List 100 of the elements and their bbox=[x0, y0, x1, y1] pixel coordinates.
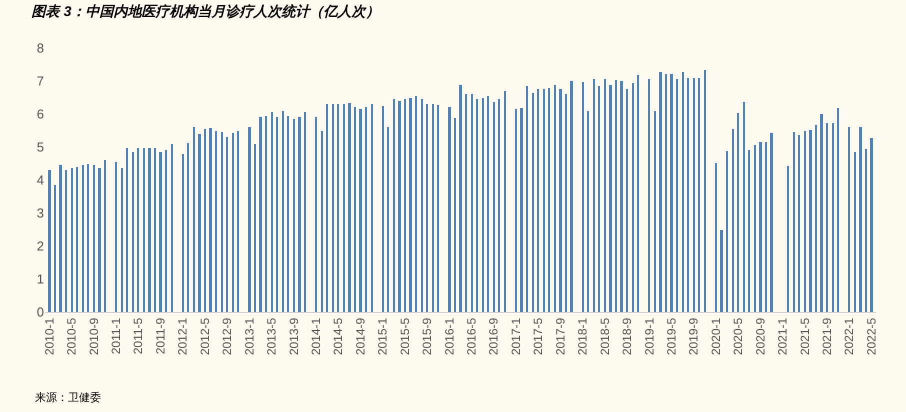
bar bbox=[437, 105, 439, 312]
bar bbox=[209, 128, 212, 312]
bar bbox=[848, 127, 850, 312]
bar bbox=[793, 132, 795, 312]
bar bbox=[770, 133, 773, 312]
x-tick-label: 2017-1 bbox=[508, 317, 523, 356]
bar bbox=[48, 170, 51, 312]
bar bbox=[476, 99, 478, 312]
bar bbox=[620, 81, 623, 312]
bar bbox=[682, 72, 684, 312]
bar bbox=[859, 127, 862, 312]
bar bbox=[365, 107, 367, 312]
bar bbox=[570, 81, 573, 312]
bar bbox=[698, 78, 700, 312]
bar bbox=[865, 149, 867, 312]
x-tick-label: 2016-5 bbox=[464, 317, 479, 356]
bar bbox=[165, 150, 167, 312]
bar bbox=[504, 91, 506, 312]
bar bbox=[615, 80, 617, 312]
bar bbox=[226, 137, 228, 312]
bar bbox=[526, 86, 528, 312]
y-tick-label: 4 bbox=[36, 172, 44, 188]
bar bbox=[76, 167, 78, 312]
bar bbox=[548, 88, 550, 312]
bar bbox=[604, 79, 606, 312]
bar bbox=[293, 119, 295, 312]
bar bbox=[426, 104, 428, 312]
bar bbox=[371, 104, 373, 312]
y-tick-label: 2 bbox=[36, 238, 44, 254]
x-tick-label: 2014-5 bbox=[331, 317, 346, 356]
bar bbox=[748, 150, 750, 312]
bar bbox=[137, 148, 139, 312]
x-tick-label: 2021-1 bbox=[776, 317, 790, 356]
source-note: 来源：卫健委 bbox=[35, 391, 101, 404]
bar bbox=[532, 93, 534, 312]
bar bbox=[743, 102, 745, 312]
bar bbox=[832, 123, 834, 312]
bar bbox=[659, 72, 662, 312]
bar bbox=[565, 94, 567, 312]
bar bbox=[404, 99, 406, 312]
x-tick-label: 2018-1 bbox=[576, 317, 590, 356]
x-tick-label: 2021-5 bbox=[798, 317, 812, 356]
bar bbox=[193, 127, 195, 312]
bar bbox=[798, 135, 800, 312]
bar bbox=[637, 75, 639, 312]
x-tick-label: 2012-1 bbox=[176, 317, 190, 356]
bar bbox=[459, 85, 462, 312]
bar bbox=[65, 170, 67, 312]
x-tick-label: 2013-1 bbox=[242, 317, 256, 356]
y-tick-label: 1 bbox=[36, 272, 44, 287]
bar bbox=[321, 131, 323, 312]
bar bbox=[248, 127, 251, 312]
x-tick-label: 2010-9 bbox=[86, 317, 101, 356]
bar bbox=[393, 99, 395, 312]
bar bbox=[754, 145, 756, 312]
bar bbox=[448, 107, 451, 312]
bar bbox=[187, 143, 189, 312]
bar bbox=[804, 131, 806, 312]
bar bbox=[254, 144, 256, 312]
bar bbox=[665, 74, 667, 312]
bar bbox=[582, 82, 584, 312]
bar bbox=[598, 86, 600, 312]
x-tick-label: 2018-5 bbox=[598, 317, 612, 356]
bar bbox=[820, 114, 823, 312]
x-tick-label: 2011-1 bbox=[109, 317, 123, 354]
y-tick-label: 8 bbox=[36, 40, 44, 56]
x-tick-label: 2020-1 bbox=[708, 317, 723, 356]
bar bbox=[537, 89, 539, 312]
bar bbox=[726, 151, 728, 312]
bar bbox=[87, 164, 89, 312]
bar bbox=[154, 148, 156, 312]
x-tick-label: 2020-9 bbox=[753, 317, 768, 356]
bar bbox=[409, 98, 412, 312]
x-tick-label: 2015-1 bbox=[376, 317, 390, 356]
x-tick-label: 2013-9 bbox=[286, 317, 301, 356]
x-tick-label: 2012-9 bbox=[220, 317, 234, 356]
bar bbox=[232, 133, 234, 312]
bar bbox=[471, 94, 473, 312]
bar bbox=[493, 102, 495, 312]
bar bbox=[148, 148, 151, 312]
bar bbox=[593, 79, 595, 312]
bar bbox=[315, 117, 317, 312]
bar bbox=[826, 123, 828, 312]
bar bbox=[720, 230, 723, 312]
x-tick-label: 2019-5 bbox=[664, 317, 678, 356]
x-tick-label: 2017-9 bbox=[553, 317, 568, 356]
x-tick-label: 2014-1 bbox=[308, 317, 323, 356]
bar bbox=[304, 112, 306, 312]
bar bbox=[809, 130, 812, 312]
bar bbox=[454, 118, 456, 312]
bar bbox=[626, 89, 628, 312]
bar bbox=[221, 132, 223, 312]
bar bbox=[421, 99, 423, 312]
bar bbox=[704, 70, 706, 312]
bar bbox=[759, 142, 762, 312]
bar bbox=[715, 163, 717, 312]
bar bbox=[515, 109, 517, 312]
bar bbox=[587, 111, 589, 312]
bar bbox=[143, 148, 145, 312]
bar bbox=[326, 104, 328, 312]
